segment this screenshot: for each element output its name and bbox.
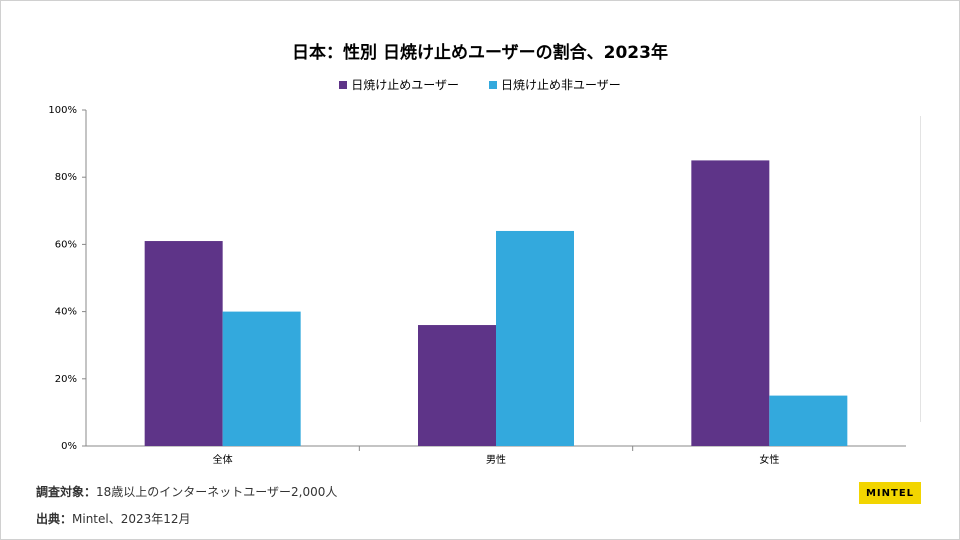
legend-item-nonusers: 日焼け止め非ユーザー: [489, 76, 621, 93]
x-tick-label: 男性: [486, 453, 506, 466]
bar: [418, 325, 496, 446]
legend: 日焼け止めユーザー 日焼け止め非ユーザー: [0, 76, 960, 93]
survey-text: 18歳以上のインターネットユーザー2,000人: [96, 485, 338, 499]
survey-note: 調査対象：18歳以上のインターネットユーザー2,000人: [36, 483, 337, 500]
legend-swatch-nonusers: [489, 80, 497, 89]
legend-item-users: 日焼け止めユーザー: [339, 76, 459, 93]
source-label: 出典：: [36, 512, 73, 526]
chart-title: 日本：性別 日焼け止めユーザーの割合、2023年: [292, 43, 668, 63]
survey-label: 調査対象：: [36, 485, 97, 499]
bar: [496, 230, 574, 446]
bar: [769, 395, 848, 446]
bar: [144, 241, 223, 446]
x-tick-label: 女性: [759, 453, 779, 466]
mintel-logo: MINTEL: [859, 482, 921, 504]
y-tick-label: 40%: [55, 307, 77, 318]
legend-swatch-users: [339, 80, 348, 89]
y-tick-label: 60%: [55, 239, 77, 250]
x-tick-label: 全体: [213, 453, 233, 466]
divider-line: [920, 116, 921, 422]
y-tick-label: 80%: [55, 172, 77, 183]
source-text: Mintel、2023年12月: [72, 512, 191, 526]
y-tick-label: 100%: [48, 105, 77, 116]
source-note: 出典：Mintel、2023年12月: [36, 510, 191, 527]
bar: [222, 311, 301, 446]
legend-label-users: 日焼け止めユーザー: [351, 78, 459, 92]
legend-label-nonusers: 日焼け止め非ユーザー: [501, 78, 621, 92]
bar: [691, 160, 770, 446]
y-tick-label: 0%: [61, 441, 77, 452]
y-tick-label: 20%: [55, 374, 77, 385]
